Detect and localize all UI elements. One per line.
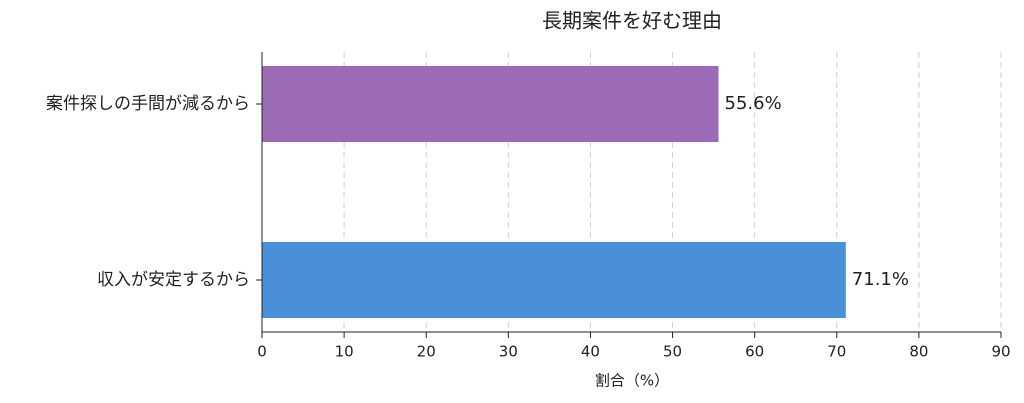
bar	[262, 66, 719, 142]
x-tick-label: 90	[991, 343, 1010, 361]
chart-title: 長期案件を好む理由	[542, 9, 722, 33]
x-tick-label: 0	[257, 343, 267, 361]
value-label: 55.6%	[725, 93, 782, 114]
value-label: 71.1%	[852, 269, 909, 290]
x-tick-label: 60	[745, 343, 764, 361]
x-tick-label: 40	[581, 343, 600, 361]
x-axis-label: 割合（%）	[595, 372, 669, 390]
x-tick-label: 30	[499, 343, 518, 361]
x-tick-label: 70	[827, 343, 846, 361]
x-tick-label: 20	[417, 343, 436, 361]
bar	[262, 242, 846, 318]
x-tick-label: 80	[909, 343, 928, 361]
y-tick-label: 収入が安定するから	[97, 270, 250, 290]
x-tick-label: 10	[335, 343, 354, 361]
y-tick-label: 案件探しの手間が減るから	[46, 94, 250, 114]
x-tick-label: 50	[663, 343, 682, 361]
